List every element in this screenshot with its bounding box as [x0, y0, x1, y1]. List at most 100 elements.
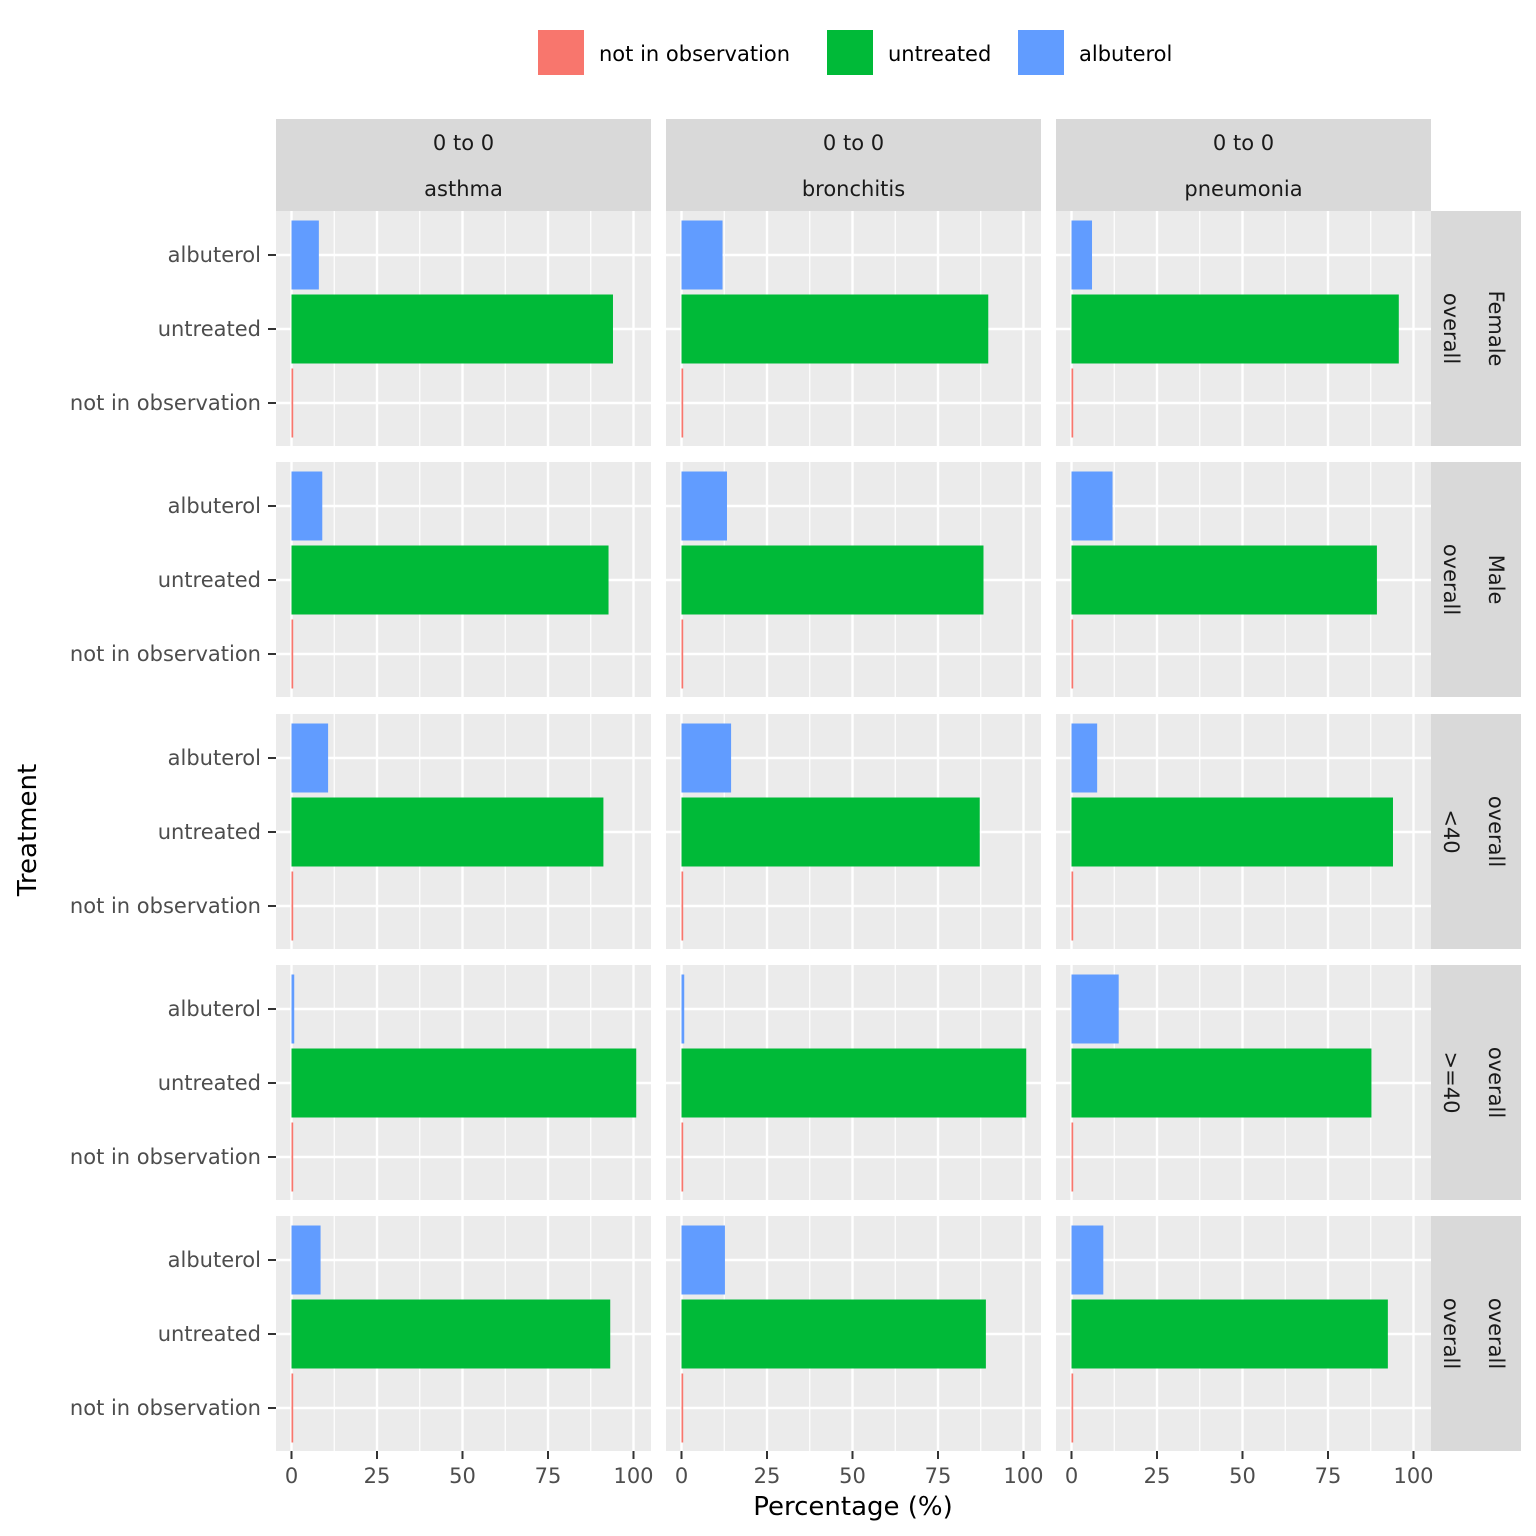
row-strip-line1-2: overall — [1484, 796, 1508, 867]
bar-not-in-observation-r1-c1 — [681, 619, 684, 689]
bar-untreated-r3-c0 — [291, 1048, 637, 1118]
x-tick-label: 100 — [1003, 1464, 1043, 1488]
row-strip-line2-4: overall — [1439, 1298, 1463, 1369]
bar-untreated-r3-c1 — [681, 1048, 1027, 1118]
x-tick-label: 50 — [839, 1464, 866, 1488]
row-strip-line2-1: overall — [1439, 544, 1463, 615]
bar-albuterol-r4-c1 — [681, 1225, 725, 1295]
bar-untreated-r2-c0 — [291, 797, 604, 867]
bar-untreated-r1-c1 — [681, 545, 984, 615]
column-strip-0 — [276, 119, 651, 211]
bar-not-in-observation-r1-c0 — [291, 619, 294, 689]
row-strip-line1-0: Female — [1484, 291, 1508, 367]
bar-albuterol-r0-c2 — [1071, 220, 1093, 290]
column-strip-2 — [1056, 119, 1431, 211]
bar-not-in-observation-r2-c0 — [291, 871, 294, 941]
legend-label-0: not in observation — [599, 42, 790, 66]
y-tick-label: not in observation — [70, 1396, 261, 1420]
x-tick-label: 25 — [754, 1464, 781, 1488]
bar-albuterol-r3-c1 — [681, 974, 685, 1044]
bar-albuterol-r2-c0 — [291, 723, 329, 793]
legend-label-1: untreated — [888, 42, 991, 66]
row-strip-4 — [1431, 1216, 1521, 1451]
x-tick-label: 75 — [925, 1464, 952, 1488]
x-tick-label: 25 — [364, 1464, 391, 1488]
row-strip-0 — [1431, 211, 1521, 446]
bar-albuterol-r4-c2 — [1071, 1225, 1104, 1295]
x-tick-label: 25 — [1144, 1464, 1171, 1488]
bar-not-in-observation-r0-c1 — [681, 368, 684, 438]
row-strip-line2-3: >=40 — [1439, 1052, 1463, 1114]
legend-key-0 — [538, 30, 584, 75]
y-tick-label: untreated — [158, 820, 261, 844]
y-tick-label: albuterol — [168, 746, 261, 770]
legend-key-1 — [827, 30, 873, 75]
row-strip-1 — [1431, 462, 1521, 697]
column-strip-top-0: 0 to 0 — [433, 131, 494, 155]
row-strip-line2-0: overall — [1439, 293, 1463, 364]
x-tick-label: 0 — [285, 1464, 298, 1488]
bar-albuterol-r2-c2 — [1071, 723, 1098, 793]
column-strip-bottom-0: asthma — [424, 177, 503, 201]
bar-albuterol-r1-c0 — [291, 471, 323, 541]
x-tick-label: 75 — [535, 1464, 562, 1488]
y-tick-label: untreated — [158, 1071, 261, 1095]
y-tick-label: albuterol — [168, 997, 261, 1021]
bar-untreated-r2-c2 — [1071, 797, 1393, 867]
bar-untreated-r3-c2 — [1071, 1048, 1372, 1118]
y-tick-label: untreated — [158, 1322, 261, 1346]
y-tick-label: untreated — [158, 317, 261, 341]
bar-untreated-r4-c2 — [1071, 1299, 1388, 1369]
bar-untreated-r0-c2 — [1071, 294, 1399, 364]
x-tick-label: 100 — [1393, 1464, 1433, 1488]
y-tick-label: albuterol — [168, 1248, 261, 1272]
y-axis-title: Treatment — [13, 764, 43, 897]
bar-albuterol-r1-c2 — [1071, 471, 1113, 541]
column-strip-bottom-2: pneumonia — [1184, 177, 1302, 201]
bar-not-in-observation-r3-c1 — [681, 1122, 684, 1192]
bar-not-in-observation-r0-c2 — [1071, 368, 1074, 438]
y-tick-label: not in observation — [70, 642, 261, 666]
y-tick-label: albuterol — [168, 243, 261, 267]
bar-not-in-observation-r4-c1 — [681, 1373, 684, 1443]
x-tick-label: 50 — [449, 1464, 476, 1488]
bar-untreated-r1-c0 — [291, 545, 609, 615]
column-strip-top-2: 0 to 0 — [1213, 131, 1274, 155]
bar-not-in-observation-r4-c0 — [291, 1373, 294, 1443]
bar-untreated-r2-c1 — [681, 797, 980, 867]
y-tick-label: not in observation — [70, 391, 261, 415]
bar-albuterol-r2-c1 — [681, 723, 732, 793]
x-tick-label: 50 — [1229, 1464, 1256, 1488]
column-strip-top-1: 0 to 0 — [823, 131, 884, 155]
bar-albuterol-r3-c2 — [1071, 974, 1119, 1044]
row-strip-line1-3: overall — [1484, 1047, 1508, 1118]
column-strip-bottom-1: bronchitis — [802, 177, 905, 201]
column-strip-1 — [666, 119, 1041, 211]
bar-not-in-observation-r3-c0 — [291, 1122, 294, 1192]
bar-albuterol-r1-c1 — [681, 471, 727, 541]
y-tick-label: untreated — [158, 568, 261, 592]
y-tick-label: not in observation — [70, 1145, 261, 1169]
legend-label-2: albuterol — [1079, 42, 1172, 66]
y-tick-label: not in observation — [70, 894, 261, 918]
bar-albuterol-r0-c0 — [291, 220, 319, 290]
row-strip-line1-4: overall — [1484, 1298, 1508, 1369]
y-tick-label: albuterol — [168, 494, 261, 518]
x-tick-label: 75 — [1315, 1464, 1342, 1488]
bar-not-in-observation-r0-c0 — [291, 368, 294, 438]
bar-untreated-r1-c2 — [1071, 545, 1377, 615]
row-strip-line2-2: <40 — [1439, 809, 1463, 853]
x-tick-label: 0 — [1065, 1464, 1078, 1488]
x-tick-label: 100 — [613, 1464, 653, 1488]
row-strip-3 — [1431, 965, 1521, 1200]
bar-albuterol-r3-c0 — [291, 974, 295, 1044]
bar-untreated-r0-c1 — [681, 294, 989, 364]
bar-untreated-r0-c0 — [291, 294, 613, 364]
legend-key-2 — [1018, 30, 1064, 75]
x-axis-title: Percentage (%) — [753, 1492, 953, 1522]
bar-not-in-observation-r4-c2 — [1071, 1373, 1074, 1443]
bar-untreated-r4-c0 — [291, 1299, 611, 1369]
bar-not-in-observation-r3-c2 — [1071, 1122, 1074, 1192]
bar-not-in-observation-r2-c2 — [1071, 871, 1074, 941]
